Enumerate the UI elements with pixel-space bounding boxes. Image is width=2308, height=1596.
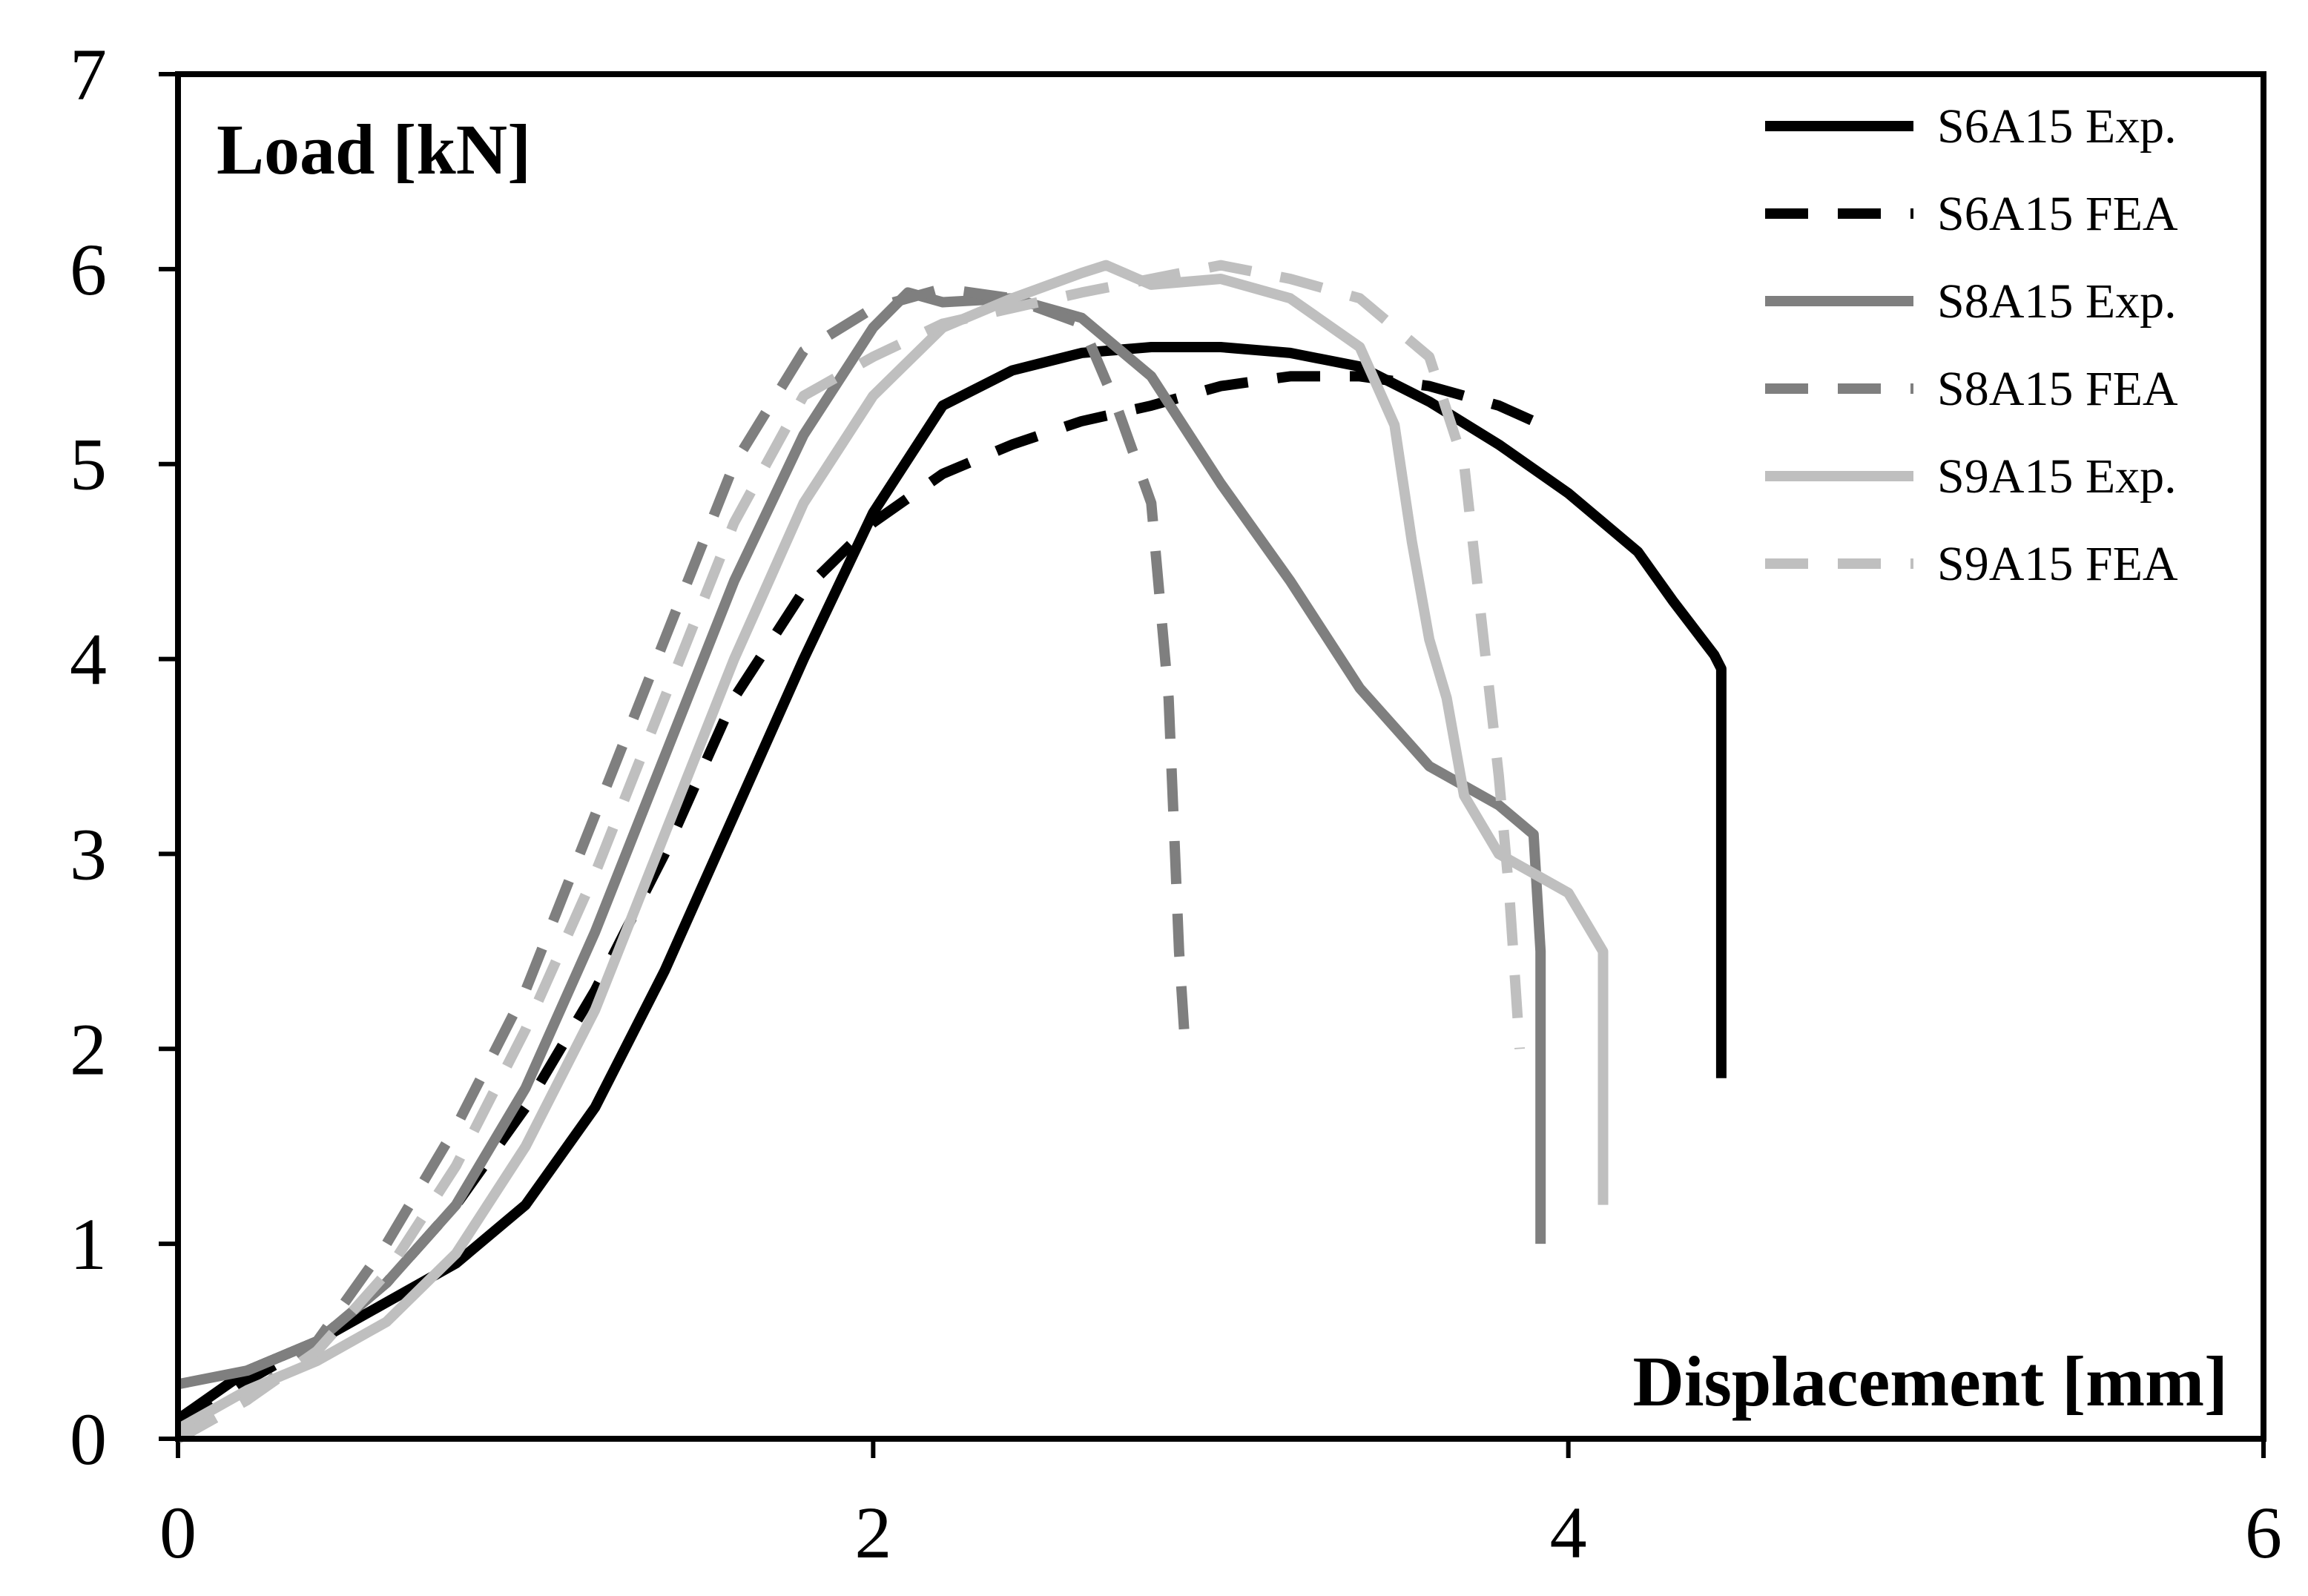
x-tick-label: 2 xyxy=(854,1491,891,1574)
y-tick-label: 4 xyxy=(70,619,107,701)
legend-label-5: S9A15 FEA xyxy=(1937,537,2178,591)
y-tick-label: 6 xyxy=(70,228,107,311)
plot-frame xyxy=(175,71,2266,1442)
series-line-1 xyxy=(174,371,1536,1434)
x-tick-label: 6 xyxy=(2245,1491,2282,1574)
series-line-0 xyxy=(174,342,1727,1424)
y-axis-title: Load [kN] xyxy=(217,110,531,189)
y-tick-label: 0 xyxy=(70,1398,107,1480)
legend-label-2: S8A15 Exp. xyxy=(1937,274,2177,329)
legend-label-3: S8A15 FEA xyxy=(1937,362,2178,416)
legend: S6A15 Exp. S6A15 FEA S8A15 Exp. S8A15 FEA S9… xyxy=(1765,99,2178,591)
series-lines xyxy=(174,260,1727,1444)
y-tick-label: 2 xyxy=(70,1008,107,1090)
series-line-5 xyxy=(175,260,1526,1444)
y-tick-label: 5 xyxy=(70,423,107,506)
y-tick-label: 3 xyxy=(70,813,107,895)
legend-label-4: S9A15 Exp. xyxy=(1937,449,2177,504)
series-line-4 xyxy=(175,260,1609,1434)
axis-ticks xyxy=(159,72,2266,1458)
legend-label-1: S6A15 FEA xyxy=(1937,187,2178,241)
x-tick-label: 4 xyxy=(1550,1491,1587,1574)
y-tick-label: 7 xyxy=(70,33,107,116)
legend-label-0: S6A15 Exp. xyxy=(1937,99,2177,154)
axis-tick-labels: 0 2 4 6 0 1 2 3 4 5 6 7 xyxy=(70,33,2282,1574)
y-tick-label: 1 xyxy=(70,1203,107,1285)
x-axis-title: Displacement [mm] xyxy=(1633,1342,2228,1421)
x-tick-label: 0 xyxy=(159,1491,197,1574)
series-line-3 xyxy=(175,283,1192,1444)
